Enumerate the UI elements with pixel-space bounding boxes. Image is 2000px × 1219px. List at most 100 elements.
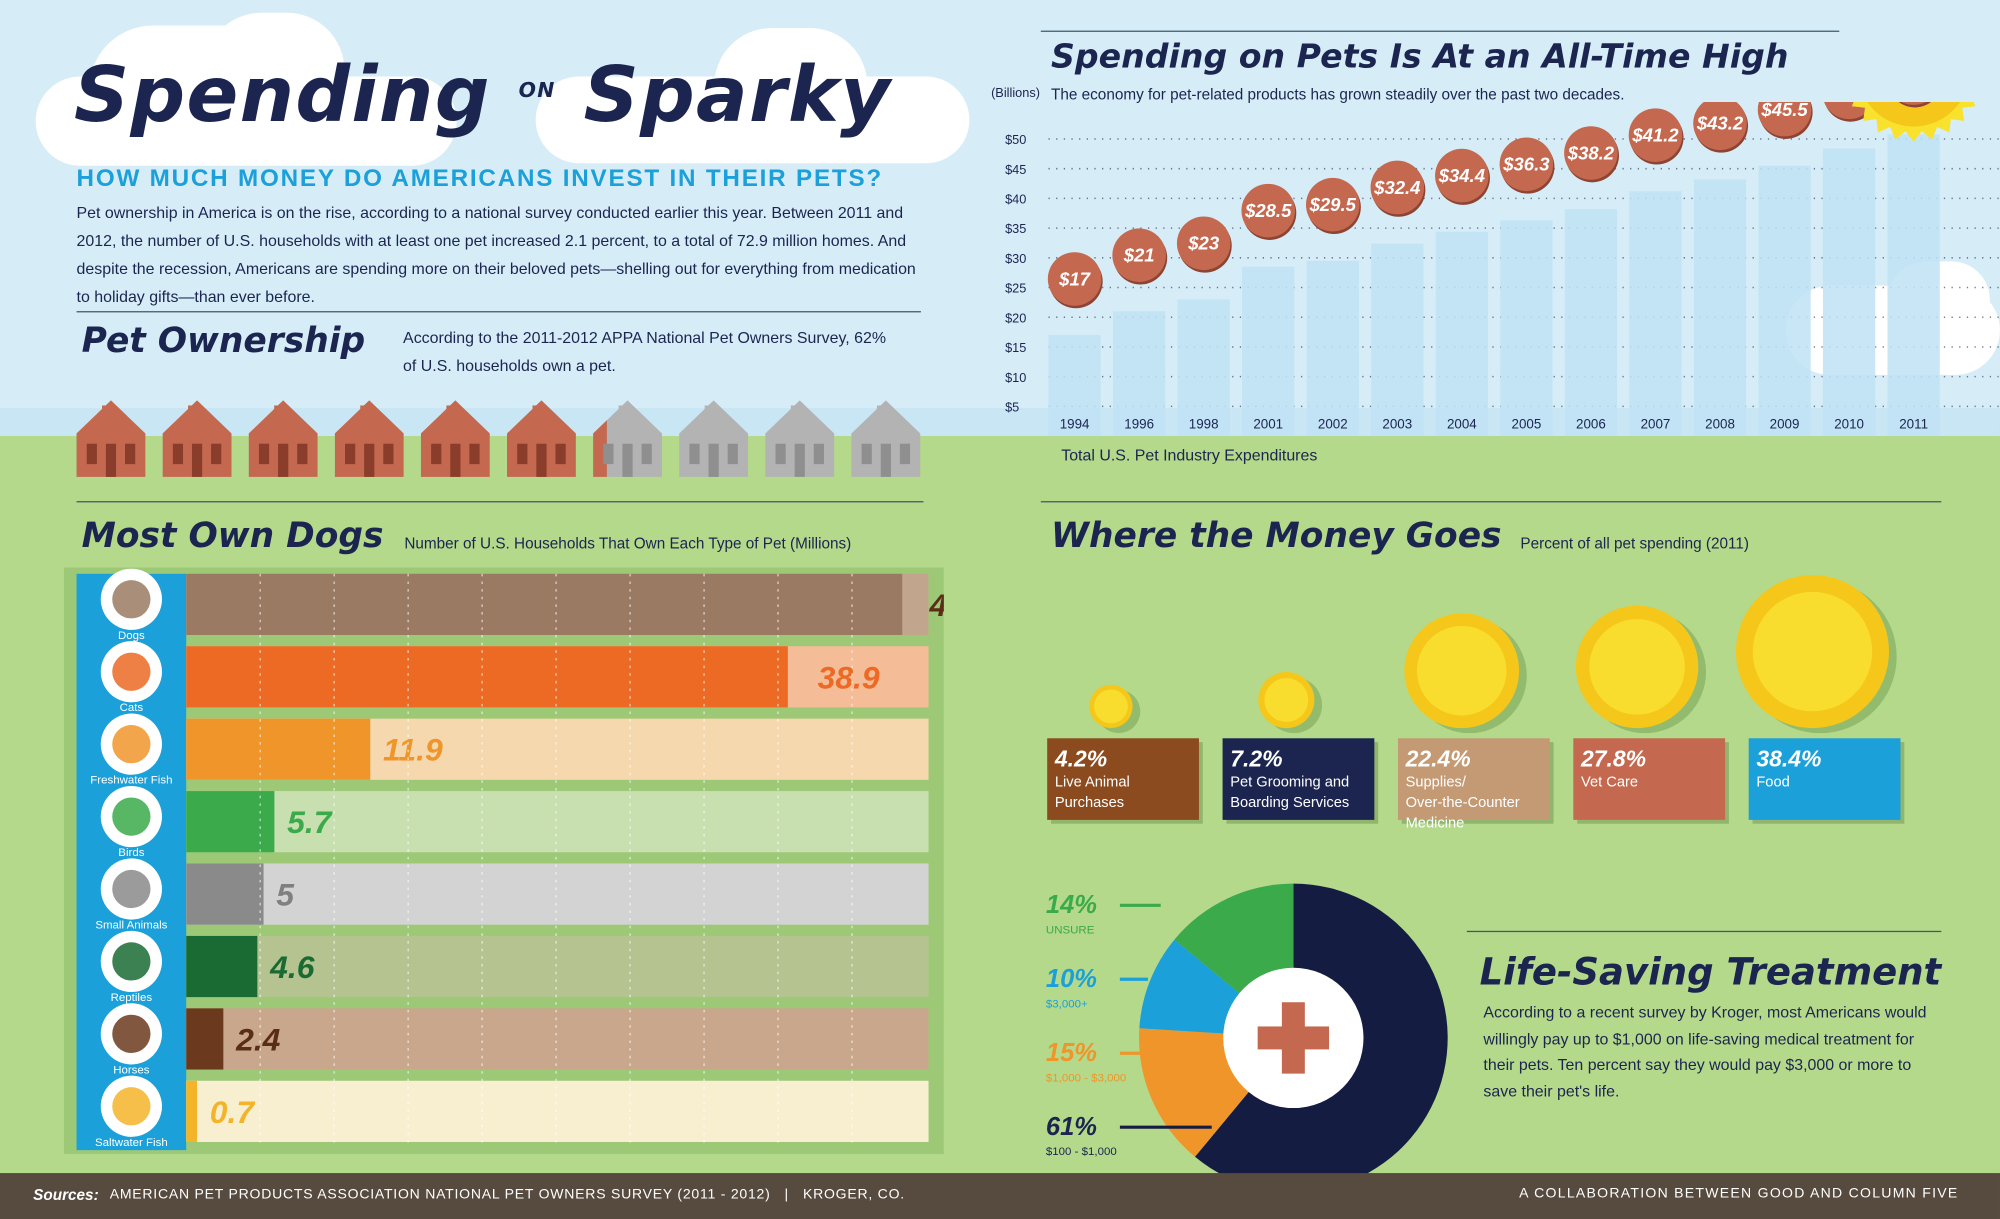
spending-subtitle: The economy for pet-related products has… (1051, 85, 1625, 104)
y-tick-label: $50 (1005, 132, 1026, 147)
treatment-pie-chart: 14% UNSURE 10% $3,000+ 15% $1,000 - $3,000 61%… (1046, 883, 1448, 1176)
x-tick-label: 1998 (1189, 416, 1219, 431)
house-icon (248, 400, 318, 477)
y-tick-label: $35 (1005, 221, 1026, 236)
data-label: $23 (1187, 233, 1220, 254)
divider (1040, 501, 1942, 503)
data-label: $43.2 (1696, 113, 1744, 134)
category-label: Horses (113, 1064, 150, 1076)
money-label: Over-the-Counter (1406, 795, 1520, 811)
pie-percent: 10% (1046, 965, 1097, 993)
value-circle (1176, 216, 1231, 271)
value-circle (1435, 148, 1489, 203)
value-circle (1370, 160, 1425, 215)
money-label: Medicine (1406, 816, 1465, 832)
category-label: Dogs (118, 630, 145, 642)
house-icon (420, 400, 490, 477)
value-circle (1628, 108, 1683, 162)
money-percent: 4.2% (1054, 745, 1107, 771)
category-label: Cats (120, 702, 144, 714)
y-tick-label: $10 (1005, 370, 1026, 385)
x-tick-label: 2001 (1253, 416, 1283, 431)
x-tick-label: 2002 (1318, 416, 1348, 431)
data-label: 46.3 (929, 587, 944, 623)
pet-bar (186, 1080, 198, 1142)
y-tick-label: $45 (1005, 162, 1026, 177)
spending-bar (1048, 335, 1101, 437)
pie-label: $3,000+ (1046, 998, 1088, 1010)
spending-unit-label: (Billions) (991, 86, 1040, 101)
spending-bar (1435, 231, 1488, 437)
footer-bar: Sources: AMERICAN PET PRODUCTS ASSOCIATI… (0, 1173, 2000, 1219)
bar-track (186, 863, 929, 925)
x-tick-label: 1994 (1060, 416, 1090, 431)
title-part-2: Sparky (583, 51, 892, 141)
money-label: Boarding Services (1230, 795, 1349, 811)
data-label: 11.9 (383, 732, 443, 768)
money-label: Purchases (1055, 795, 1124, 811)
house-icon (593, 400, 662, 477)
data-label: 0.7 (210, 1094, 256, 1130)
spending-bar (1306, 260, 1359, 437)
x-tick-label: 2008 (1705, 416, 1735, 431)
money-card (1748, 738, 1901, 820)
data-label: 5.7 (287, 804, 333, 840)
pet-bar (186, 935, 258, 998)
value-circle (1047, 252, 1102, 306)
value-circle (1305, 177, 1360, 232)
pie-percent: 15% (1046, 1039, 1097, 1067)
cross-icon-bar (1257, 1026, 1330, 1050)
title-on: ON (518, 77, 556, 102)
money-percent: 7.2% (1230, 745, 1282, 771)
house-icon (507, 400, 576, 477)
spending-bar (1500, 220, 1553, 437)
data-label: $45.5 (1760, 102, 1808, 120)
money-card (1573, 738, 1726, 820)
category-label: Small Animals (95, 920, 167, 932)
bar-track (186, 791, 929, 853)
bar-track (186, 1008, 929, 1070)
money-card (1397, 738, 1550, 820)
money-label: Live Animal (1055, 775, 1130, 791)
value-circle (1241, 183, 1296, 238)
data-label: $21 (1123, 245, 1155, 266)
money-label: Supplies/ (1406, 775, 1467, 791)
money-percent: 27.8% (1580, 745, 1646, 771)
value-circle (1757, 102, 1812, 137)
pet-icon-fill (112, 797, 151, 836)
pie-percent: 14% (1046, 891, 1097, 919)
money-subtitle: Percent of all pet spending (2011) (1520, 534, 1750, 553)
x-tick-label: 2003 (1382, 416, 1412, 431)
value-circle (1499, 137, 1554, 192)
pet-icon-fill (112, 1014, 151, 1053)
pet-bar (186, 646, 788, 708)
treatment-text: According to a recent survey by Kroger, … (1483, 1003, 1927, 1100)
house-icon (334, 400, 404, 477)
data-label: 38.9 (818, 659, 880, 695)
y-tick-label: $5 (1005, 399, 1019, 414)
divider (1040, 30, 1840, 32)
spending-bar (1113, 311, 1166, 437)
sources-text: AMERICAN PET PRODUCTS ASSOCIATION NATION… (109, 1187, 905, 1203)
spending-bar (1822, 148, 1876, 437)
dogs-heading: Most Own Dogs (81, 516, 384, 556)
divider (76, 311, 921, 313)
x-tick-label: 2010 (1834, 416, 1864, 431)
pet-bar (186, 718, 371, 780)
value-circle (1112, 228, 1166, 282)
page-subtitle: HOW MUCH MONEY DO AMERICANS INVEST IN TH… (76, 165, 884, 193)
pie-percent: 61% (1046, 1113, 1097, 1141)
pet-bar (186, 573, 903, 635)
data-label: 2.4 (235, 1021, 281, 1057)
icon-inner (1752, 591, 1873, 712)
bar-track (186, 1080, 929, 1142)
spending-bar (1887, 134, 1940, 437)
y-tick-label: $30 (1005, 251, 1026, 266)
x-tick-label: 2005 (1512, 416, 1542, 431)
icon-inner (1264, 678, 1309, 722)
pet-icon-fill (112, 1087, 151, 1126)
icon-inner (1416, 625, 1507, 716)
intro-paragraph: Pet ownership in America is on the rise,… (76, 204, 916, 307)
icon-inner (1094, 689, 1128, 724)
